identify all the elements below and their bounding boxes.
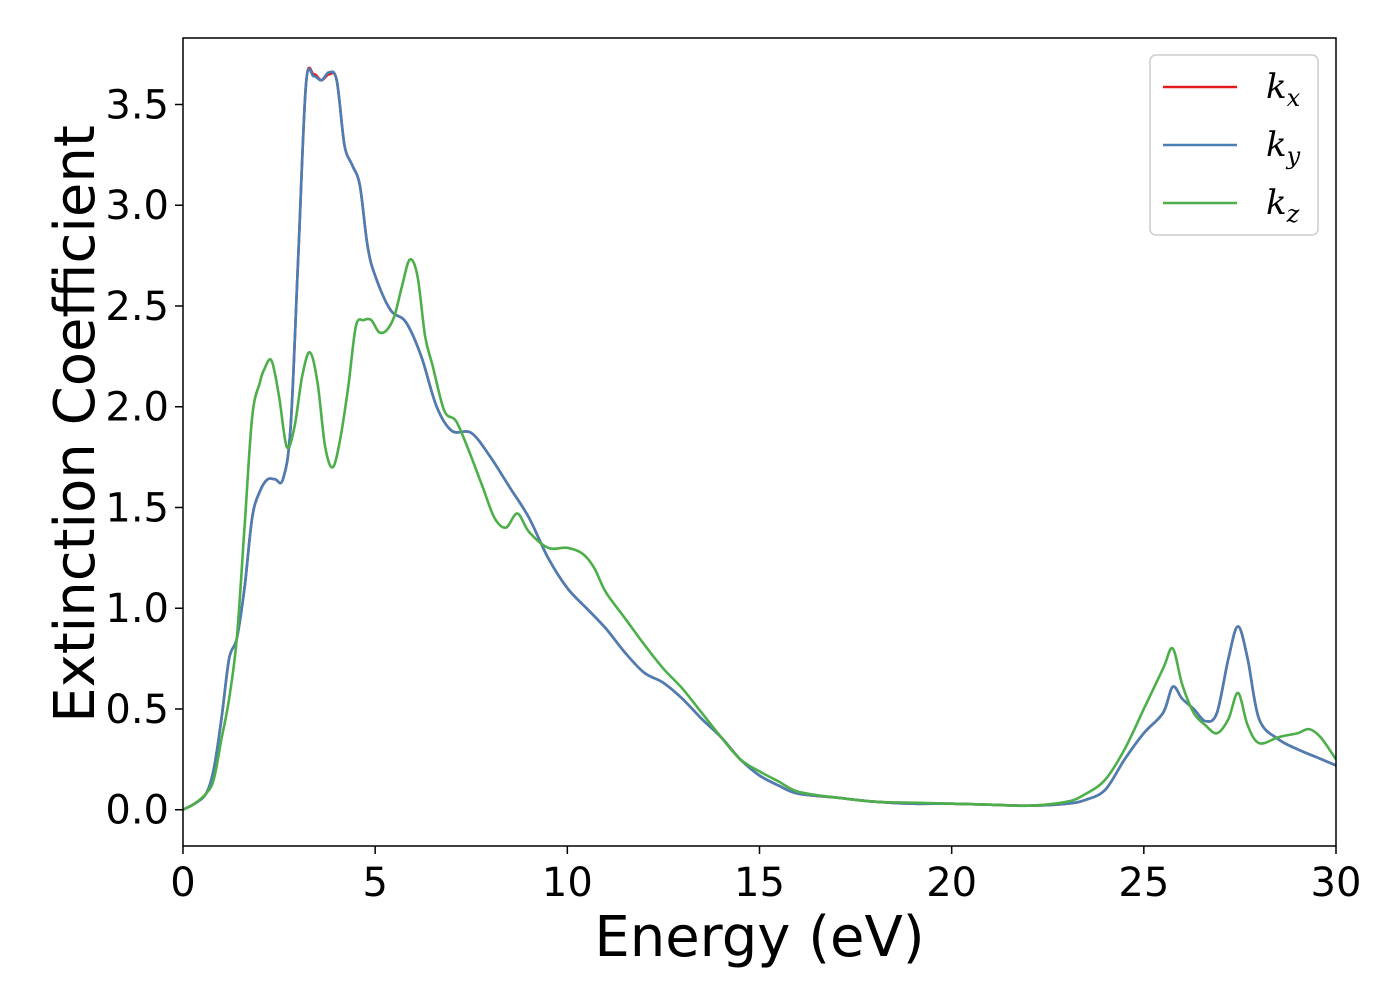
y-axis-label: Extinction Coefficient xyxy=(43,125,108,723)
legend-entry-kx: kx xyxy=(1266,67,1301,112)
y-tick-label: 1.0 xyxy=(105,586,169,632)
x-tick-label: 5 xyxy=(362,860,387,906)
x-axis-label: Energy (eV) xyxy=(594,905,924,970)
legend-entry-symbol: k xyxy=(1266,183,1287,223)
legend-entry-symbol: k xyxy=(1266,67,1287,107)
legend-entry-subscript: y xyxy=(1286,142,1301,170)
plot-area xyxy=(183,66,1336,811)
series-line-ky xyxy=(183,67,1336,811)
x-tick-label: 15 xyxy=(734,860,785,906)
x-tick-label: 10 xyxy=(542,860,593,906)
legend-entry-kz: kz xyxy=(1266,183,1300,228)
legend-entry-symbol: k xyxy=(1266,125,1287,165)
legend-entry-ky: ky xyxy=(1266,125,1301,170)
y-tick-label: 3.5 xyxy=(105,82,169,128)
legend-entry-subscript: x xyxy=(1287,84,1301,112)
y-tick-label: 2.5 xyxy=(105,284,169,330)
y-tick-label: 1.5 xyxy=(105,485,169,531)
y-tick-label: 3.0 xyxy=(105,183,169,229)
y-axis: 0.0 0.5 1.0 1.5 2.0 2.5 3.0 3.5 xyxy=(105,82,183,834)
y-tick-label: 0.0 xyxy=(105,788,169,834)
x-axis: 0 5 10 15 20 25 30 xyxy=(170,846,1361,906)
x-tick-label: 25 xyxy=(1118,860,1169,906)
y-tick-label: 2.0 xyxy=(105,385,169,431)
x-tick-label: 20 xyxy=(926,860,977,906)
legend-entry-subscript: z xyxy=(1286,200,1300,228)
series-line-kz xyxy=(183,258,1336,811)
y-tick-label: 0.5 xyxy=(105,687,169,733)
x-tick-label: 30 xyxy=(1311,860,1362,906)
x-tick-label: 0 xyxy=(170,860,195,906)
